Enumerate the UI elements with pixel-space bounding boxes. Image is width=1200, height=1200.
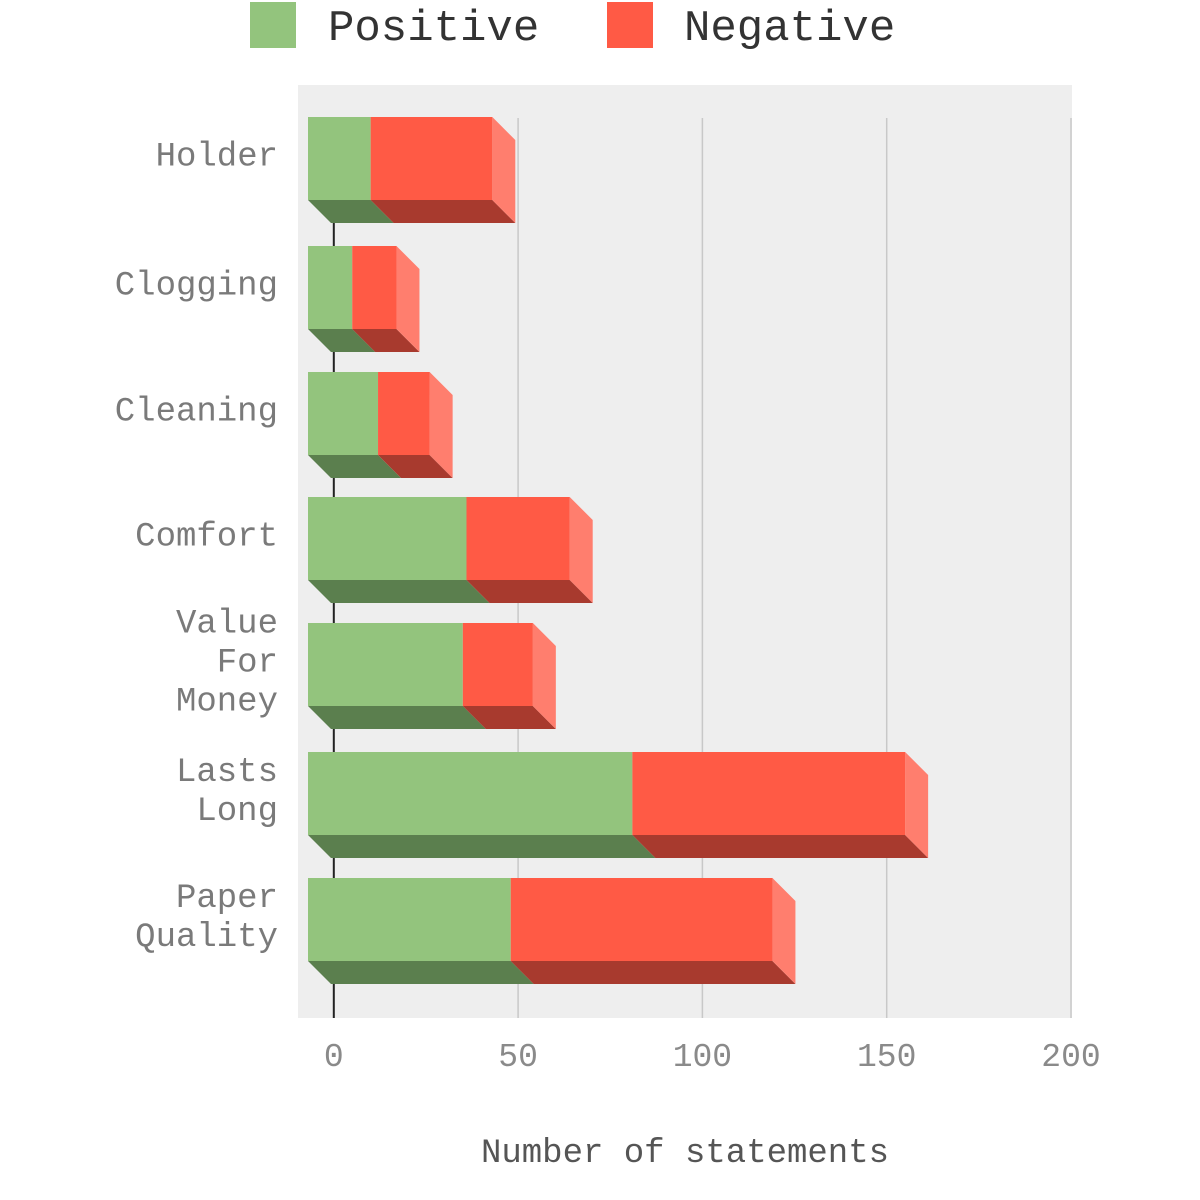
category-label: Value (176, 606, 278, 644)
bar-positive-bottom-cleaning (308, 455, 402, 478)
bar-negative-bottom-cleaning (378, 455, 453, 478)
bar-positive-lasts-long (308, 752, 633, 835)
category-label: For (217, 645, 278, 683)
bar-positive-bottom-clogging (308, 329, 376, 352)
bar-positive-comfort (308, 497, 467, 580)
legend-negative-swatch (607, 2, 653, 48)
bar-negative-clogging (352, 246, 397, 329)
x-tick-labels: 0 50 100 150 200 (324, 1039, 1101, 1076)
bar-negative-bottom-holder (370, 200, 516, 223)
bar-positive-value-for-money (308, 623, 463, 706)
bar-positive-bottom-holder (308, 200, 394, 223)
bar-negative-holder (370, 117, 493, 200)
x-axis-title: Number of statements (481, 1135, 889, 1173)
bar-negative-side-comfort (569, 497, 593, 603)
bar-negative-side-value-for-money (532, 623, 556, 729)
legend-negative-label: Negative (684, 4, 895, 54)
category-label: Holder (156, 139, 278, 177)
category-label: Paper (176, 880, 278, 918)
bar-negative-side-holder (492, 117, 516, 223)
bar-group-value-for-money (308, 623, 556, 729)
bar-negative-bottom-lasts-long (632, 835, 929, 858)
x-tick-label: 200 (1041, 1039, 1100, 1076)
legend: Positive Negative (250, 2, 895, 54)
bar-positive-bottom-paper-quality (308, 961, 534, 984)
bar-negative-paper-quality (510, 878, 773, 961)
bar-positive-bottom-lasts-long (308, 835, 656, 858)
category-label: Lasts (176, 754, 278, 792)
bar-negative-comfort (466, 497, 570, 580)
category-label: Quality (135, 919, 278, 957)
bar-negative-value-for-money (462, 623, 533, 706)
x-tick-label: 100 (673, 1039, 732, 1076)
bar-negative-bottom-comfort (466, 580, 593, 603)
bar-group-lasts-long (308, 752, 929, 858)
legend-positive-label: Positive (328, 4, 539, 54)
bar-positive-bottom-comfort (308, 580, 490, 603)
bar-negative-lasts-long (632, 752, 906, 835)
x-tick-label: 50 (498, 1039, 538, 1076)
bar-negative-cleaning (378, 372, 430, 455)
bar-group-cleaning (308, 372, 453, 478)
x-tick-label: 0 (324, 1039, 344, 1076)
x-tick-label: 150 (857, 1039, 916, 1076)
category-label: Money (176, 684, 278, 722)
bar-positive-holder (308, 117, 371, 200)
bar-group-clogging (308, 246, 420, 352)
bar-negative-side-paper-quality (772, 878, 796, 984)
category-label: Long (196, 793, 278, 831)
bar-group-comfort (308, 497, 593, 603)
bar-negative-side-cleaning (429, 372, 453, 478)
category-label: Clogging (115, 268, 278, 306)
bar-positive-bottom-value-for-money (308, 706, 486, 729)
category-label: Comfort (135, 519, 278, 557)
bar-negative-bottom-paper-quality (510, 961, 796, 984)
bar-group-paper-quality (308, 878, 796, 984)
bar-positive-clogging (308, 246, 353, 329)
bar-negative-side-clogging (396, 246, 420, 352)
category-labels: Holder Clogging Cleaning Comfort ValueForMon… (115, 139, 278, 958)
bar-group-holder (308, 117, 516, 223)
legend-positive-swatch (250, 2, 296, 48)
bar-positive-cleaning (308, 372, 379, 455)
category-label: Cleaning (115, 394, 278, 432)
bar-negative-side-lasts-long (905, 752, 929, 858)
bar-negative-bottom-clogging (352, 329, 420, 352)
bar-positive-paper-quality (308, 878, 511, 961)
bars (308, 117, 929, 984)
bar-negative-bottom-value-for-money (462, 706, 556, 729)
